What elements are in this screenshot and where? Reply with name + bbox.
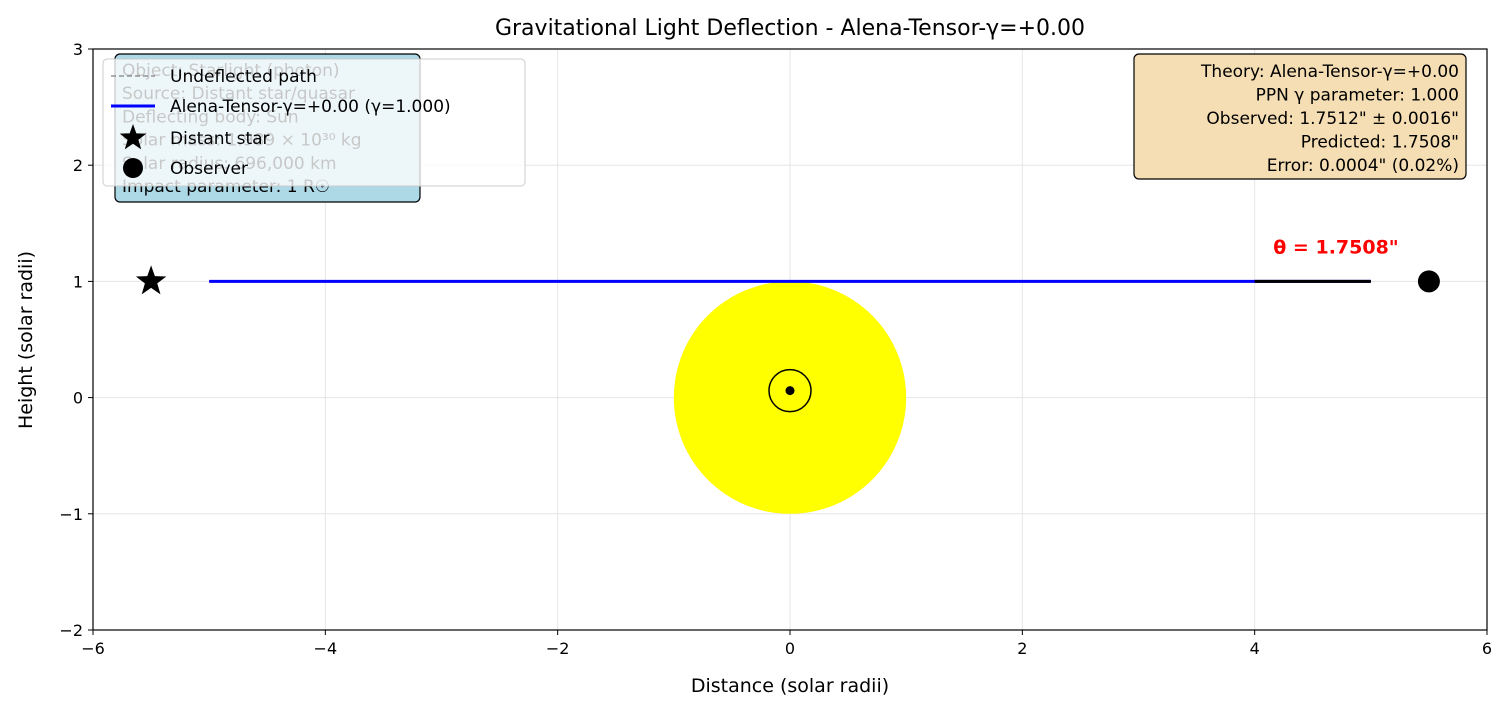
legend-label: Distant star xyxy=(170,129,270,149)
x-tick-label: 6 xyxy=(1482,639,1492,658)
legend-label: Alena-Tensor-γ=+0.00 (γ=1.000) xyxy=(170,97,451,117)
chart-title: Gravitational Light Deflection - Alena-T… xyxy=(495,16,1085,41)
y-axis-label: Height (solar radii) xyxy=(15,251,37,429)
y-tick-label: 3 xyxy=(73,40,83,59)
legend-swatch-star xyxy=(119,124,147,150)
info-box-theory-line: Observed: 1.7512" ± 0.0016" xyxy=(1206,109,1459,129)
info-box-theory-line: PPN γ parameter: 1.000 xyxy=(1256,86,1459,106)
info-box-theory-line: Error: 0.0004" (0.02%) xyxy=(1267,156,1459,176)
legend-label: Observer xyxy=(170,159,248,179)
y-tick-label: 2 xyxy=(73,156,83,175)
legend-frame xyxy=(102,58,526,187)
x-tick-label: −2 xyxy=(546,639,570,658)
y-tick-label: −1 xyxy=(59,505,83,524)
x-tick-label: 4 xyxy=(1250,639,1260,658)
x-tick-label: 0 xyxy=(785,639,795,658)
x-axis-label: Distance (solar radii) xyxy=(691,675,889,697)
deflection-angle-label: θ = 1.7508" xyxy=(1273,237,1398,259)
y-tick-label: 0 xyxy=(73,389,83,408)
info-box-theory: Theory: Alena-Tensor-γ=+0.00 PPN γ parame… xyxy=(1133,53,1467,180)
axis-ticks: −6 −4 −2 0 2 4 6 −2 −1 0 1 2 3 xyxy=(59,40,1492,658)
sun-disk xyxy=(673,281,907,514)
sun-symbol-ring xyxy=(768,368,812,413)
distant-star-marker xyxy=(135,265,167,295)
legend-label: Undeflected path xyxy=(170,67,317,87)
legend-swatch-observer xyxy=(123,158,143,178)
info-box-theory-line: Predicted: 1.7508" xyxy=(1301,133,1459,153)
observer-marker xyxy=(1417,270,1440,293)
info-box-theory-line: Theory: Alena-Tensor-γ=+0.00 xyxy=(1200,62,1459,82)
y-tick-label: −2 xyxy=(59,621,83,640)
info-box-theory-frame xyxy=(1133,53,1467,180)
x-tick-label: 2 xyxy=(1017,639,1027,658)
sun-symbol-dot xyxy=(785,386,795,396)
legend: Undeflected path Alena-Tensor-γ=+0.00 (γ=… xyxy=(102,58,526,187)
x-tick-label: −6 xyxy=(81,639,105,658)
plot-area xyxy=(135,265,1440,514)
x-tick-label: −4 xyxy=(314,639,338,658)
y-tick-label: 1 xyxy=(73,272,83,291)
